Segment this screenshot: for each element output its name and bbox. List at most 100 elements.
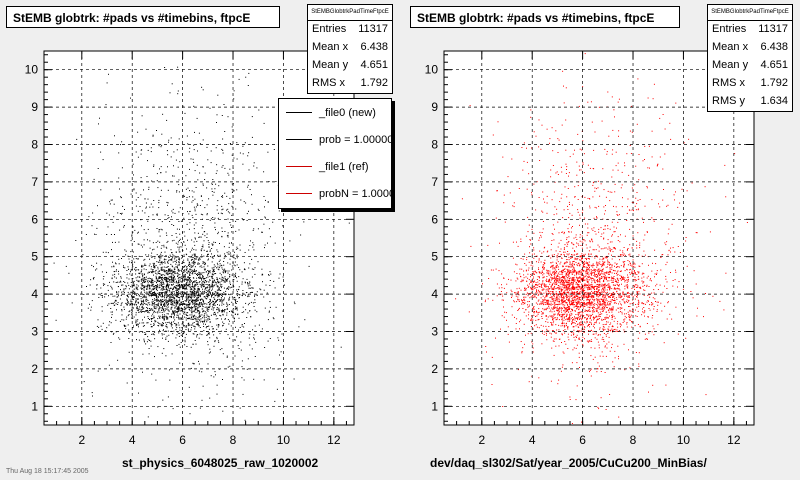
- data-point: [606, 276, 608, 278]
- data-point: [206, 303, 208, 305]
- data-point: [153, 306, 155, 308]
- data-point: [131, 302, 133, 304]
- data-point: [191, 310, 193, 312]
- data-point: [176, 191, 178, 193]
- data-point: [202, 276, 203, 278]
- data-point: [93, 277, 95, 278]
- data-point: [273, 149, 275, 150]
- data-point: [223, 246, 225, 248]
- data-point: [164, 305, 165, 307]
- data-point: [158, 315, 160, 317]
- data-point: [184, 300, 186, 302]
- data-point: [120, 289, 121, 291]
- data-point: [587, 298, 589, 300]
- data-point: [267, 242, 268, 244]
- data-point: [528, 224, 530, 226]
- data-point: [604, 292, 606, 294]
- data-point: [272, 221, 274, 223]
- data-point: [253, 306, 255, 307]
- data-point: [171, 284, 173, 286]
- data-point: [563, 300, 565, 302]
- data-point: [154, 356, 155, 358]
- data-point: [154, 271, 156, 273]
- data-point: [147, 300, 149, 301]
- data-point: [151, 278, 152, 280]
- data-point: [213, 328, 214, 330]
- data-point: [188, 306, 190, 308]
- data-point: [219, 259, 221, 261]
- data-point: [263, 223, 265, 225]
- data-point: [584, 326, 586, 328]
- data-point: [629, 228, 631, 230]
- data-point: [186, 288, 188, 290]
- data-point: [616, 266, 618, 268]
- data-point: [189, 299, 191, 301]
- data-point: [191, 324, 193, 326]
- data-point: [162, 296, 164, 297]
- data-point: [141, 309, 143, 311]
- data-point: [154, 306, 156, 308]
- data-point: [142, 288, 143, 290]
- data-point: [170, 271, 172, 273]
- data-point: [631, 321, 633, 323]
- data-point: [179, 287, 181, 289]
- data-point: [142, 304, 144, 306]
- data-point: [113, 281, 115, 283]
- data-point: [573, 280, 575, 282]
- data-point: [193, 363, 195, 365]
- data-point: [592, 306, 594, 308]
- data-point: [572, 288, 574, 290]
- data-point: [536, 310, 537, 312]
- data-point: [209, 270, 211, 272]
- data-point: [202, 274, 204, 276]
- data-point: [170, 156, 172, 158]
- data-point: [180, 304, 182, 305]
- data-point: [124, 291, 125, 293]
- data-point: [214, 304, 216, 306]
- data-point: [168, 273, 170, 275]
- data-point: [583, 279, 585, 281]
- data-point: [149, 240, 151, 242]
- data-point: [258, 324, 260, 326]
- data-point: [620, 265, 622, 267]
- data-point: [151, 281, 153, 283]
- data-point: [169, 259, 171, 261]
- data-point: [177, 278, 179, 280]
- data-point: [193, 253, 195, 255]
- data-point: [578, 165, 580, 167]
- data-point: [609, 309, 611, 311]
- data-point: [550, 287, 552, 289]
- data-point: [628, 319, 630, 321]
- data-point: [204, 306, 206, 308]
- data-point: [116, 281, 118, 283]
- data-point: [128, 278, 130, 280]
- data-point: [235, 301, 237, 303]
- data-point: [205, 319, 207, 321]
- data-point: [139, 308, 141, 310]
- data-point: [606, 295, 608, 297]
- data-point: [153, 323, 155, 325]
- data-point: [100, 264, 102, 266]
- data-point: [176, 345, 178, 346]
- data-point: [201, 272, 203, 274]
- data-point: [150, 292, 152, 294]
- data-point: [206, 250, 208, 252]
- data-point: [161, 324, 163, 326]
- data-point: [265, 199, 266, 201]
- data-point: [130, 299, 132, 301]
- data-point: [181, 257, 183, 259]
- data-point: [247, 85, 249, 86]
- data-point: [206, 187, 208, 189]
- data-point: [218, 310, 220, 311]
- data-point: [108, 73, 109, 75]
- data-point: [182, 276, 184, 277]
- data-point: [216, 299, 218, 301]
- data-point: [261, 268, 263, 270]
- data-point: [541, 313, 543, 315]
- data-point: [194, 255, 196, 256]
- data-point: [170, 276, 172, 278]
- data-point: [184, 270, 186, 272]
- data-point: [247, 294, 249, 296]
- data-point: [187, 304, 189, 305]
- data-point: [226, 279, 228, 280]
